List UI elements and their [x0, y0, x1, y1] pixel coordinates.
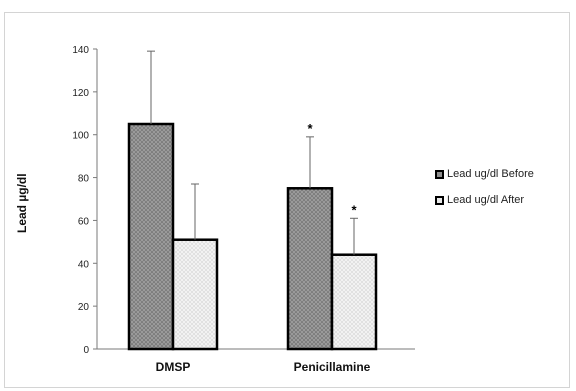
bar-lead-ug-dl-before: [286, 187, 334, 351]
y-axis-label: Lead µg/dl: [15, 173, 29, 233]
legend-label-before: Lead ug/dl Before: [447, 168, 534, 180]
significance-marker: *: [351, 202, 357, 217]
significance-marker: *: [307, 121, 313, 136]
bar-lead-ug-dl-after: [330, 253, 378, 351]
bar-chart: 0 20 40 60 80 100 120 140 DMSP * * Penicillamine: [72, 45, 415, 374]
y-tick-label: 100: [72, 131, 89, 142]
legend: Lead ug/dl Before Lead ug/dl After: [435, 165, 534, 217]
x-tick-label: Penicillamine: [294, 360, 371, 374]
y-tick-label: 80: [78, 174, 90, 185]
labels: 0 20 40 60 80 100 120 140 DMSP * * Penicillamine: [72, 45, 370, 374]
legend-swatch-after: [435, 195, 444, 205]
legend-label-after: Lead ug/dl After: [447, 194, 525, 206]
y-tick-label: 120: [72, 88, 89, 99]
bar-lead-ug-dl-after: [171, 238, 219, 351]
legend-swatch-before: [435, 169, 444, 179]
y-tick-label: 40: [78, 259, 90, 270]
bar-lead-ug-dl-before: [127, 122, 175, 351]
y-tick-label: 20: [78, 302, 90, 313]
chart-frame: 0 20 40 60 80 100 120 140 DMSP * * Penicillamine Le…: [4, 12, 570, 388]
legend-item-after: Lead ug/dl After: [435, 191, 534, 209]
legend-item-before: Lead ug/dl Before: [435, 165, 534, 183]
y-tick-label: 140: [72, 45, 89, 56]
y-tick-label: 60: [78, 216, 90, 227]
y-tick-label: 0: [83, 345, 89, 356]
bars: [127, 50, 378, 351]
x-tick-label: DMSP: [156, 360, 191, 374]
